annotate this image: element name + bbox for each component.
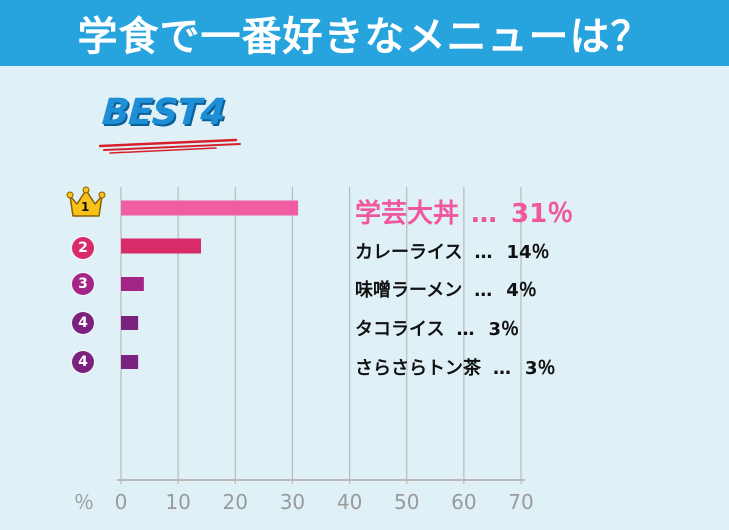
entry-3-value: 4％ <box>506 280 537 301</box>
crown-icon <box>66 186 106 217</box>
header-bar: 学食で一番好きなメニューは？ <box>0 0 729 66</box>
entry-1-value: 31％ <box>511 199 574 229</box>
x-tick-label-10: 10 <box>165 490 190 514</box>
x-tick-label-0: 0 <box>115 490 128 514</box>
entry-5-separator: … <box>493 358 511 379</box>
entry-4-value: 3％ <box>488 319 519 340</box>
rank-4a-badge: 4 <box>72 312 94 334</box>
entry-1-name: 学芸大丼 <box>355 199 460 229</box>
x-tick-label-40: 40 <box>337 490 362 514</box>
entry-3-label: 味噌ラーメン … 4％ <box>355 276 537 302</box>
entry-3-separator: … <box>474 280 493 301</box>
bar-5 <box>121 355 139 369</box>
entry-3-name: 味噌ラーメン <box>355 280 463 301</box>
entry-4-name: タコライス <box>355 319 445 340</box>
rank-2-badge: 2 <box>72 237 94 259</box>
entry-5-label: さらさらトン茶 … 3％ <box>355 354 556 380</box>
rank-3-badge: 3 <box>72 273 94 295</box>
entry-5-value: 3％ <box>525 358 556 379</box>
entry-4-label: タコライス … 3％ <box>355 315 519 341</box>
entry-5-name: さらさらトン茶 <box>355 358 481 379</box>
entry-2-value: 14％ <box>506 242 550 263</box>
bar-4 <box>121 316 139 330</box>
x-tick-label-60: 60 <box>451 490 476 514</box>
bar-2 <box>121 238 201 254</box>
x-tick-label-50: 50 <box>394 490 419 514</box>
best-underline <box>98 138 241 154</box>
rank-4b-badge: 4 <box>72 351 94 373</box>
entry-1-label: 学芸大丼 … 31％ <box>355 193 573 230</box>
entry-2-label: カレーライス … 14％ <box>355 238 550 264</box>
x-tick-label-70: 70 <box>508 490 533 514</box>
rank-1-number: 1 <box>81 200 90 214</box>
x-tick-label-30: 30 <box>280 490 305 514</box>
entry-1-separator: … <box>471 199 498 229</box>
bar-3 <box>121 277 144 291</box>
entry-2-separator: … <box>474 242 493 263</box>
x-tick-label-20: 20 <box>223 490 248 514</box>
entry-4-separator: … <box>456 319 475 340</box>
page-title: 学食で一番好きなメニューは？ <box>77 14 652 60</box>
entry-2-name: カレーライス <box>355 242 463 263</box>
bar-1 <box>121 200 299 216</box>
x-axis-unit-label: ％ <box>74 490 94 514</box>
